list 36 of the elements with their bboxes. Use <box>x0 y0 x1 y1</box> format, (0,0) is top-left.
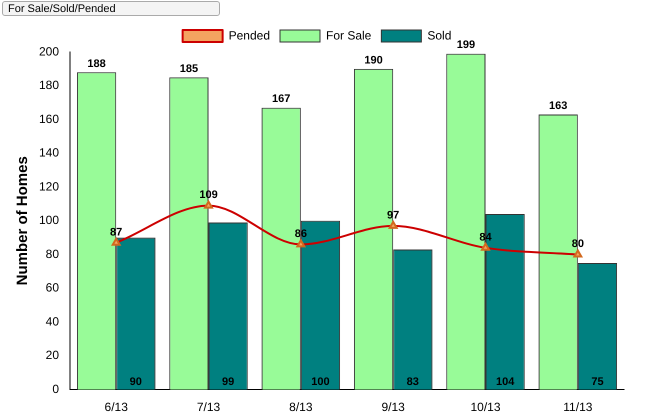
legend-label: For Sale <box>326 28 372 42</box>
x-tick-label: 6/13 <box>104 400 128 414</box>
data-label: 199 <box>456 39 476 52</box>
x-tick-label: 9/13 <box>381 400 406 414</box>
data-label: 163 <box>549 100 568 112</box>
data-label: 84 <box>479 231 492 244</box>
legend-label: Sold <box>427 28 452 42</box>
legend-label: Pended <box>228 28 270 42</box>
data-label: 75 <box>591 376 604 388</box>
data-label: 167 <box>272 93 290 106</box>
y-tick-label: 60 <box>46 280 60 295</box>
y-tick-label: 140 <box>38 146 60 160</box>
y-tick-label: 200 <box>38 44 60 58</box>
y-tick-label: 180 <box>38 78 60 92</box>
data-label: 100 <box>311 376 330 388</box>
y-tick-label: 80 <box>46 246 60 261</box>
x-tick-label: 7/13 <box>196 400 221 414</box>
dropdown-select: For Sale/Sold/Pended <box>2 1 220 16</box>
y-tick-label: 40 <box>46 314 60 328</box>
x-tick-label: 11/13 <box>563 400 593 414</box>
x-tick-label: 8/13 <box>289 400 313 414</box>
data-label: 185 <box>180 62 198 75</box>
data-label: 99 <box>222 376 234 388</box>
x-tick-label: 10/13 <box>470 400 501 414</box>
data-label: 90 <box>130 376 142 388</box>
data-label: 83 <box>406 376 419 388</box>
data-label: 190 <box>364 54 383 66</box>
y-tick-label: 120 <box>38 179 60 194</box>
data-label: 104 <box>496 376 516 388</box>
data-label: 86 <box>294 228 307 240</box>
y-tick-label: 100 <box>38 213 60 228</box>
y-axis-title: Number of Homes <box>14 156 32 286</box>
y-tick-label: 20 <box>46 348 60 362</box>
data-label: 188 <box>87 58 106 70</box>
y-tick-label: 160 <box>38 112 60 126</box>
y-tick-label: 0 <box>52 382 60 396</box>
